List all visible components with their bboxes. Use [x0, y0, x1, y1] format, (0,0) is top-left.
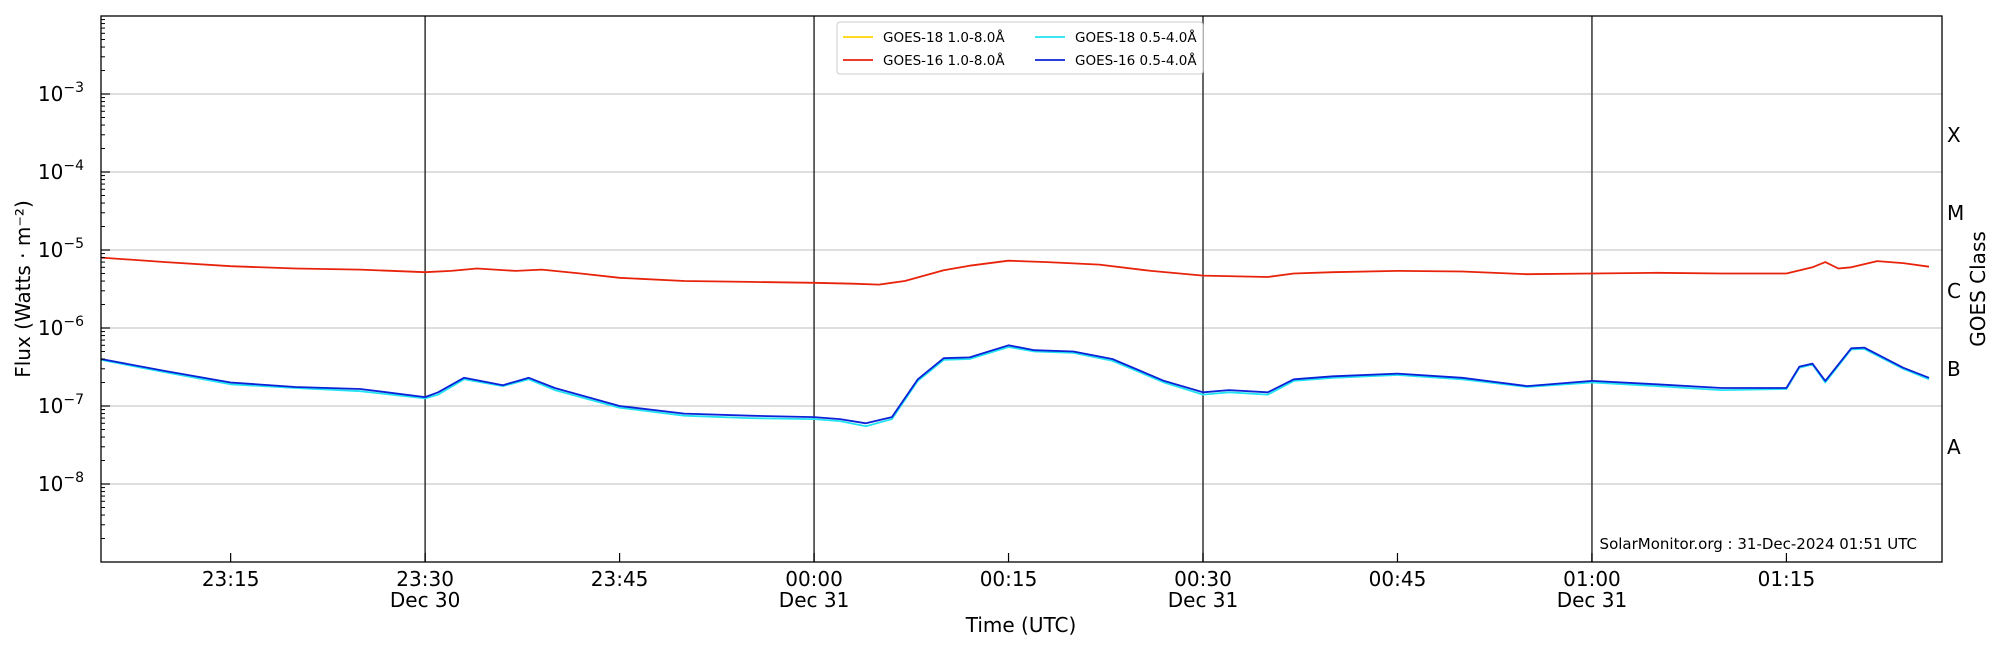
x-tick-label: 00:45: [1369, 567, 1427, 591]
legend-box: [836, 21, 1204, 75]
series-line: [100, 346, 1930, 428]
y-axis: 10−810−710−610−510−410−3: [38, 19, 110, 540]
plot-frame: [100, 15, 1943, 563]
x-axis-title: Time (UTC): [965, 613, 1077, 637]
series-line: [100, 344, 1930, 425]
credit-text: SolarMonitor.org : 31-Dec-2024 01:51 UTC: [1600, 535, 1917, 553]
x-tick-label: 00:00: [785, 567, 843, 591]
right-axis-title: GOES Class: [1966, 231, 1990, 347]
goes-class-label-x: X: [1947, 123, 1961, 147]
x-tick-label: 01:15: [1758, 567, 1816, 591]
legend-items: GOES-18 1.0-8.0Å GOES-16 1.0-8.0Å GOES-18 …: [843, 29, 1197, 69]
legend-entry-label: GOES-16 1.0-8.0Å: [883, 52, 1005, 69]
y-axis-title: Flux (Watts · m⁻²): [11, 200, 35, 378]
x-tick-date-label: Dec 31: [1557, 588, 1628, 612]
legend-entry-label: GOES-18 1.0-8.0Å: [883, 29, 1005, 46]
x-tick-label: 23:15: [202, 567, 260, 591]
x-tick-label: 00:15: [980, 567, 1038, 591]
goes-class-label-a: A: [1947, 435, 1961, 459]
x-tick-date-label: Dec 31: [1168, 588, 1239, 612]
legend-entry-label: GOES-16 0.5-4.0Å: [1075, 52, 1197, 69]
goes-class-label-b: B: [1947, 357, 1961, 381]
x-tick-label: 23:45: [591, 567, 649, 591]
x-tick-date-label: Dec 31: [779, 588, 850, 612]
series-layer: [100, 256, 1930, 428]
x-tick-date-label: Dec 30: [390, 588, 461, 612]
grid-layer: [101, 93, 1942, 485]
goes-class-label-m: M: [1947, 201, 1964, 225]
series-line: [100, 256, 1930, 286]
legend-entry-label: GOES-18 0.5-4.0Å: [1075, 29, 1197, 46]
x-tick-label: 23:30: [396, 567, 454, 591]
x-tick-label: 00:30: [1174, 567, 1232, 591]
goes-class-label-c: C: [1947, 279, 1961, 303]
goes-class-axis: A B C M X: [1947, 123, 1964, 459]
legend: GOES-18 1.0-8.0Å GOES-16 1.0-8.0Å GOES-18 …: [836, 21, 1204, 75]
date-boundary-lines: [424, 16, 1593, 562]
x-tick-label: 01:00: [1563, 567, 1621, 591]
